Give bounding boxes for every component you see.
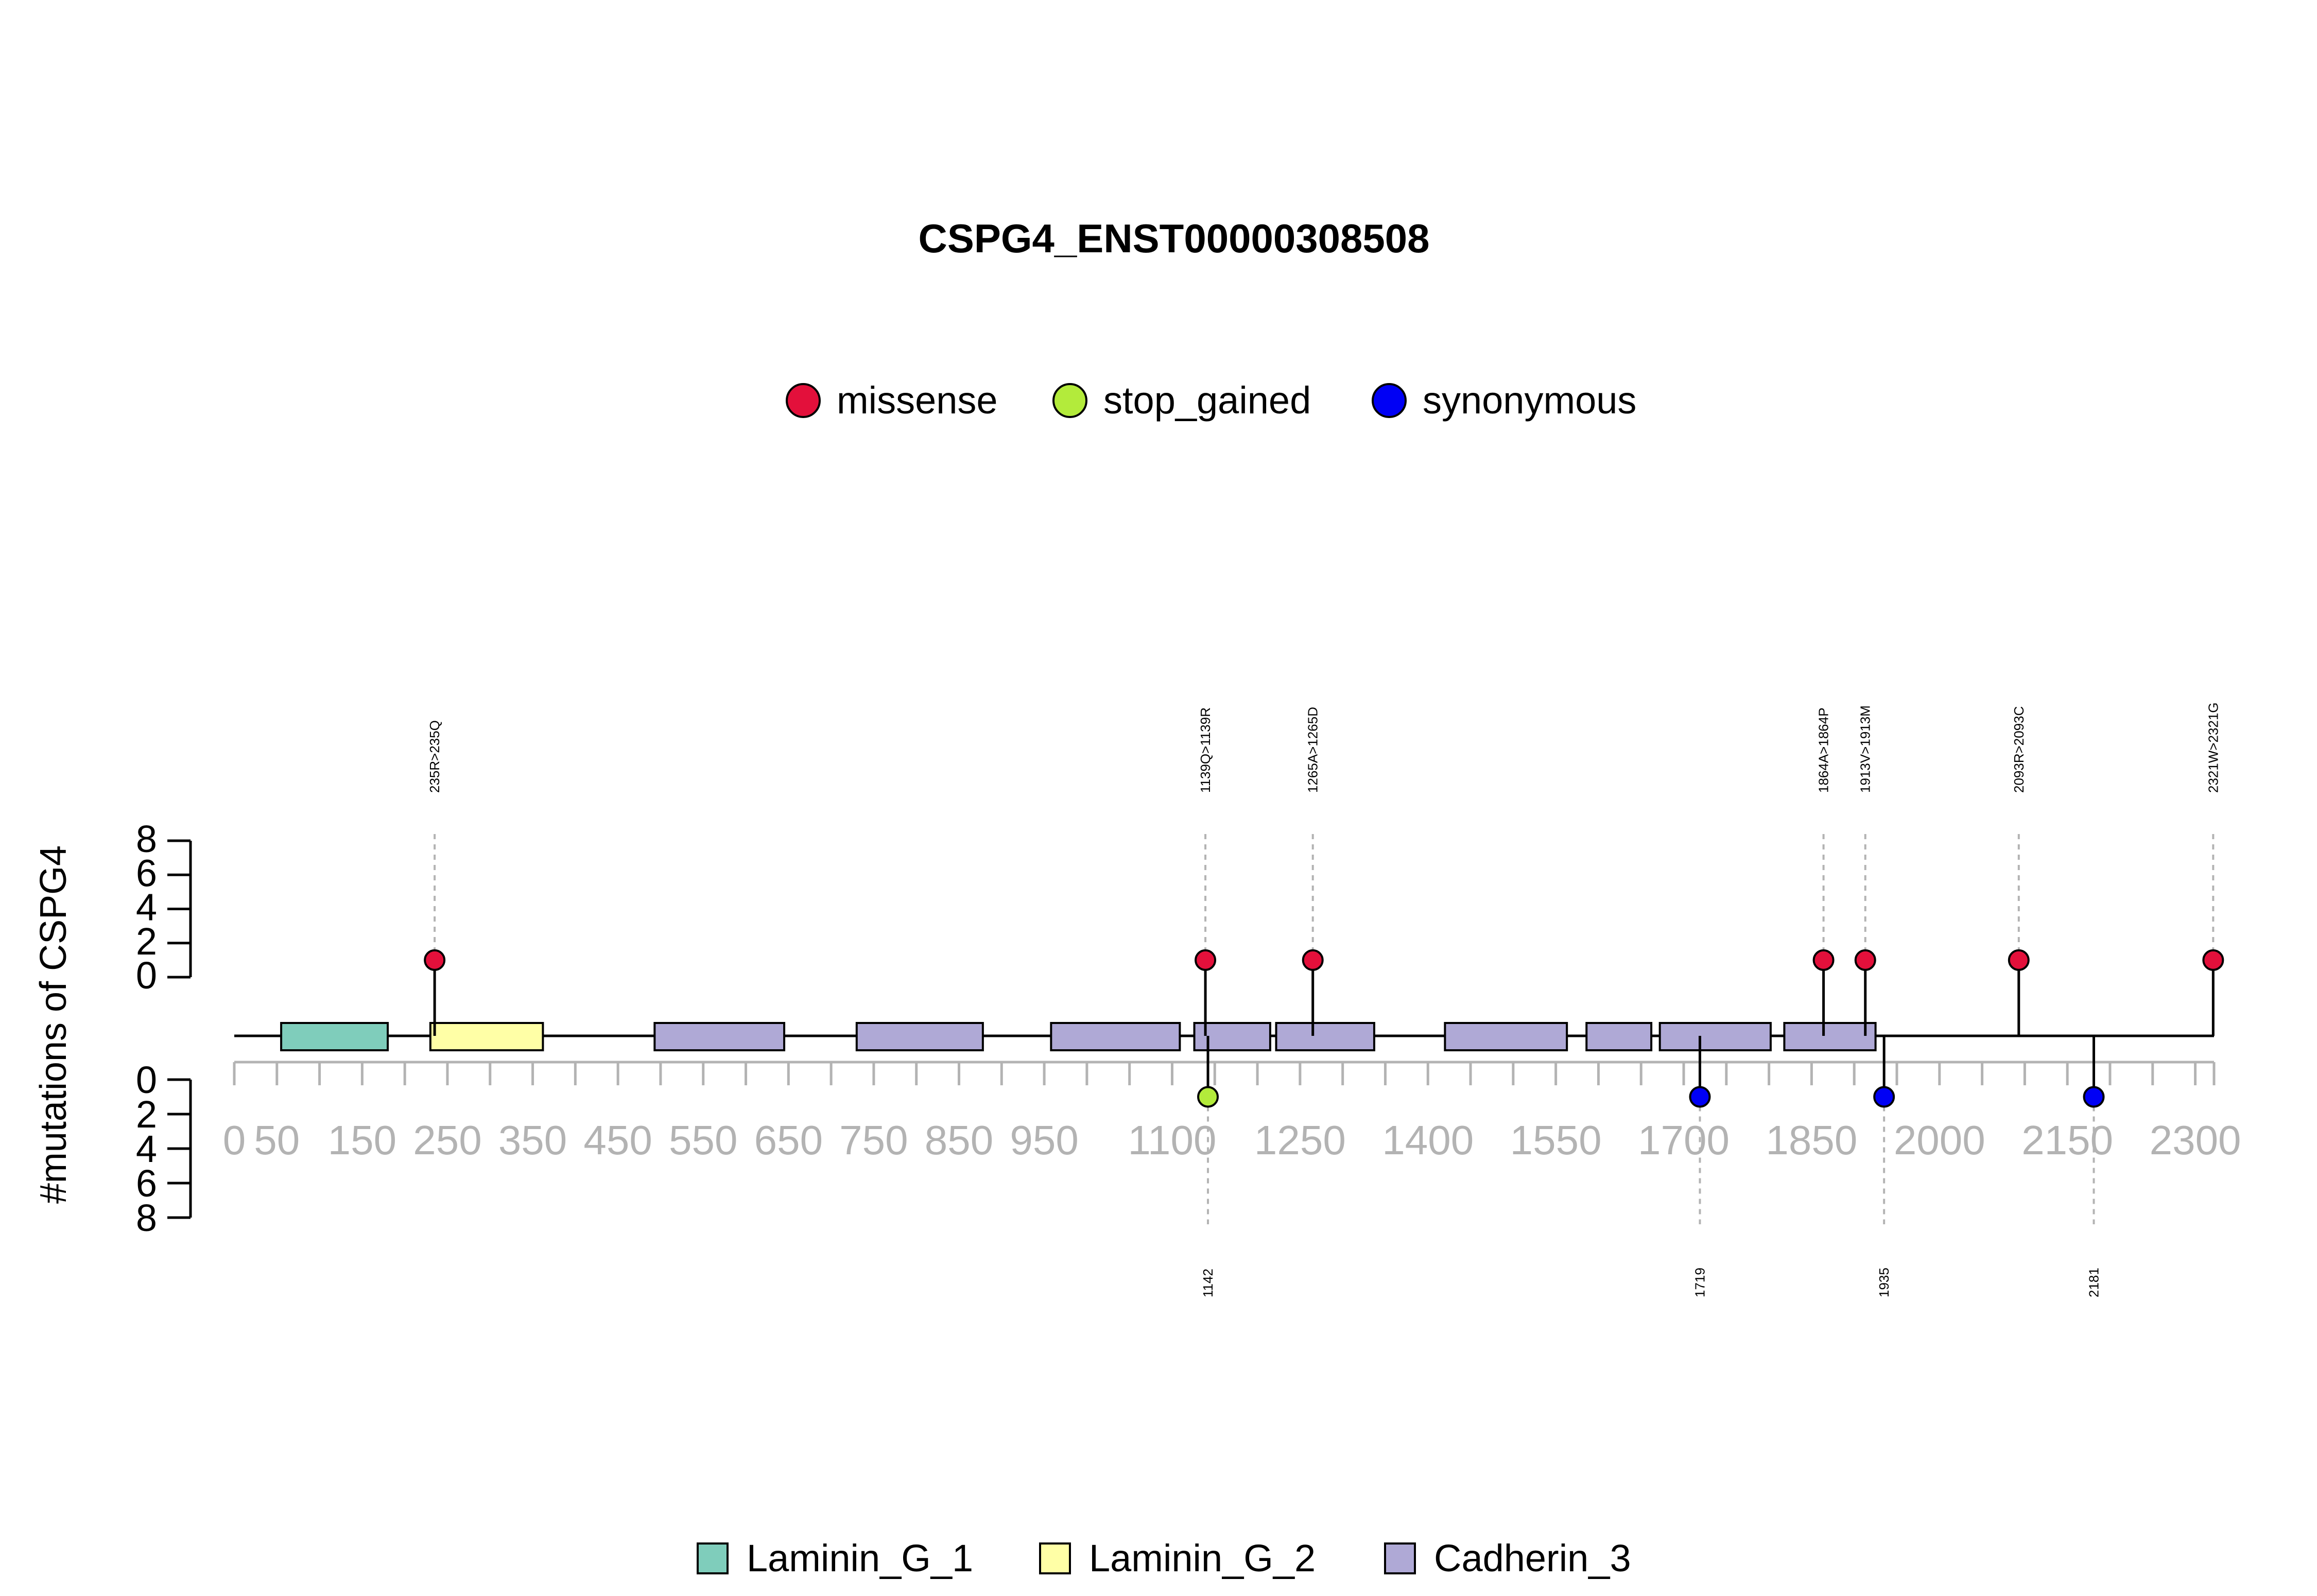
x-tick-label: 2000 bbox=[1894, 1117, 1985, 1163]
domain-Cadherin_3 bbox=[1783, 1022, 1877, 1051]
mutation-point-missense bbox=[1195, 949, 1217, 971]
x-axis: 0 50 150 250 350 450 550 650 750 850 950 1100 1250 14… bbox=[223, 1061, 2241, 1163]
domain-legend: Laminin_G_1 Laminin_G_2 Cadherin_3 bbox=[697, 1537, 1631, 1580]
x-tick-label: 850 bbox=[925, 1117, 993, 1163]
x-tick-label: 1100 bbox=[1128, 1117, 1216, 1163]
y-bottom-tick-label: 6 bbox=[136, 1162, 157, 1205]
domain-Cadherin_3 bbox=[1444, 1022, 1568, 1051]
y-bottom-tick-label: 2 bbox=[136, 1093, 157, 1136]
x-tick-label: 50 bbox=[254, 1117, 300, 1163]
mutation-point-synonymous bbox=[1689, 1086, 1711, 1108]
x-tick-label: 550 bbox=[669, 1117, 737, 1163]
domain-Cadherin_3 bbox=[1275, 1022, 1375, 1051]
mutation-point-stop_gained bbox=[1197, 1086, 1219, 1108]
mutation-point-missense bbox=[2202, 949, 2224, 971]
x-tick-label: 950 bbox=[1010, 1117, 1078, 1163]
legend-label-synonymous: synonymous bbox=[1423, 379, 1636, 422]
mutation-label: 235R>235Q bbox=[427, 720, 442, 793]
y-top-tick-label: 8 bbox=[136, 818, 157, 860]
y-top-tick-label: 2 bbox=[136, 920, 157, 963]
mutation-point-missense bbox=[1812, 949, 1835, 971]
legend-label-Laminin_G_1: Laminin_G_1 bbox=[747, 1537, 973, 1580]
x-tick-label: 250 bbox=[413, 1117, 481, 1163]
domain-Cadherin_3 bbox=[1658, 1022, 1772, 1051]
x-tick-label: 1850 bbox=[1766, 1117, 1857, 1163]
mutation-label: 2093R>2093C bbox=[2011, 706, 2027, 793]
x-tick-label: 0 bbox=[223, 1117, 246, 1163]
domain-Cadherin_3 bbox=[1585, 1022, 1653, 1051]
legend-swatch-Laminin_G_1 bbox=[697, 1542, 729, 1574]
x-tick-label: 350 bbox=[498, 1117, 567, 1163]
domain-track bbox=[280, 1022, 1877, 1051]
x-tick-label: 150 bbox=[328, 1117, 396, 1163]
legend-label-Cadherin_3: Cadherin_3 bbox=[1434, 1537, 1631, 1580]
domain-Laminin_G_2 bbox=[429, 1022, 544, 1051]
y-top-tick-label: 6 bbox=[136, 852, 157, 894]
domain-Cadherin_3 bbox=[653, 1022, 786, 1051]
legend-swatch-synonymous bbox=[1372, 383, 1407, 418]
x-tick-label: 650 bbox=[754, 1117, 823, 1163]
mutation-label: 1913V>1913M bbox=[1858, 705, 1873, 793]
mutation-label: 1142 bbox=[1200, 1269, 1216, 1297]
mutation-point-synonymous bbox=[1873, 1086, 1895, 1108]
mutation-label: 1265A>1265D bbox=[1305, 707, 1321, 793]
mutation-point-missense bbox=[1302, 949, 1324, 971]
x-tick-label: 450 bbox=[583, 1117, 652, 1163]
y-top-tick-label: 0 bbox=[136, 954, 157, 997]
x-tick-label: 1700 bbox=[1638, 1117, 1730, 1163]
legend-swatch-stop_gained bbox=[1052, 383, 1087, 418]
mutation-point-missense bbox=[1854, 949, 1876, 971]
x-tick-label: 2300 bbox=[2150, 1117, 2241, 1163]
x-tick-label: 1400 bbox=[1382, 1117, 1474, 1163]
legend-swatch-Cadherin_3 bbox=[1384, 1542, 1416, 1574]
domain-Cadherin_3 bbox=[855, 1022, 984, 1051]
legend-swatch-Laminin_G_2 bbox=[1039, 1542, 1071, 1574]
x-tick-label: 1550 bbox=[1510, 1117, 1602, 1163]
y-axis-label: #mutations of CSPG4 bbox=[33, 845, 74, 1204]
legend-swatch-missense bbox=[786, 383, 821, 418]
mutations-top: 235R>235Q 1139Q>1139R 1265A>1265D 1864A>186… bbox=[424, 702, 2224, 1036]
legend-label-Laminin_G_2: Laminin_G_2 bbox=[1089, 1537, 1316, 1580]
mutations-bottom: 1142 1719 1935 2181 bbox=[1197, 1036, 2105, 1297]
mutation-label: 2321W>2321G bbox=[2205, 702, 2221, 793]
mutation-label: 1864A>1864P bbox=[1816, 707, 1831, 793]
x-tick-label: 750 bbox=[839, 1117, 908, 1163]
mutation-point-missense bbox=[2008, 949, 2030, 971]
domain-Laminin_G_1 bbox=[280, 1022, 389, 1051]
y-bottom-tick-label: 0 bbox=[136, 1059, 157, 1101]
legend-label-stop_gained: stop_gained bbox=[1103, 379, 1311, 422]
mutation-label: 1935 bbox=[1876, 1268, 1892, 1297]
y-bottom-tick-label: 8 bbox=[136, 1196, 157, 1239]
x-tick-label: 2150 bbox=[2021, 1117, 2113, 1163]
y-top-tick-label: 4 bbox=[136, 886, 157, 929]
mutation-label: 1139Q>1139R bbox=[1198, 707, 1213, 793]
mutation-label: 2181 bbox=[2086, 1268, 2102, 1297]
mutation-point-synonymous bbox=[2083, 1086, 2105, 1108]
mutation-legend: missense stop_gained synonymous bbox=[786, 379, 1636, 422]
legend-label-missense: missense bbox=[837, 379, 998, 422]
y-bottom-tick-label: 4 bbox=[136, 1127, 157, 1170]
domain-Cadherin_3 bbox=[1050, 1022, 1181, 1051]
chart-title: CSPG4_ENST00000308508 bbox=[918, 216, 1429, 261]
mutation-label: 1719 bbox=[1692, 1268, 1707, 1297]
mutation-point-missense bbox=[424, 949, 446, 971]
x-tick-label: 1250 bbox=[1254, 1117, 1346, 1163]
